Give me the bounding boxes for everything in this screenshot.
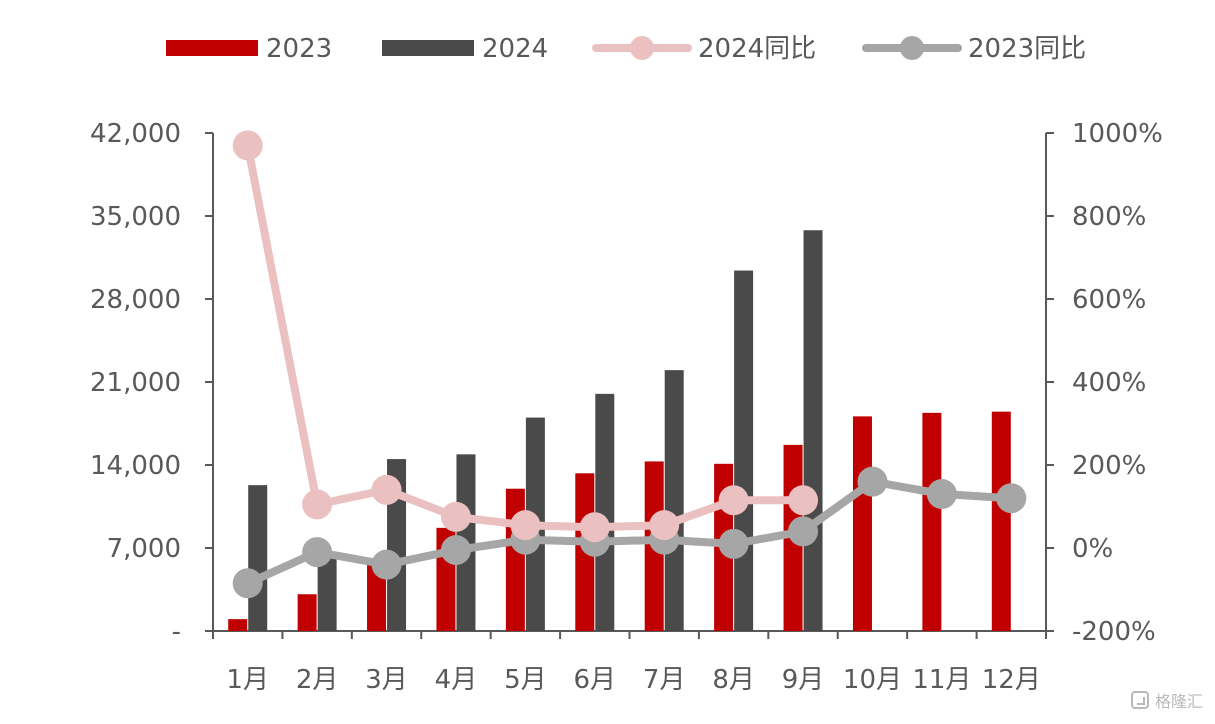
x-tick-label: 3月	[365, 665, 408, 695]
legend-label-2023同比: 2023同比	[968, 34, 1086, 64]
legend-marker-2024同比	[630, 36, 654, 60]
legend-swatch-2024	[382, 40, 474, 56]
point-2023同比-2月	[302, 537, 333, 568]
legend-swatch-2023	[166, 40, 258, 56]
point-2023同比-4月	[440, 535, 471, 566]
bar-2023-11月	[922, 412, 942, 631]
bar-2024-2月	[317, 555, 337, 631]
point-2023同比-11月	[926, 479, 957, 510]
axes: - 7,000 14,000 21,000 28,000 35,000 42,000 -200…	[90, 119, 1163, 695]
watermark: 格隆汇	[1130, 688, 1203, 712]
right-y-tick-label: 600%	[1072, 285, 1146, 315]
bar-2023-5月	[505, 488, 525, 631]
left-y-tick-label: 21,000	[90, 368, 181, 398]
bar-2023-1月	[228, 619, 248, 631]
point-2024同比-1月	[232, 130, 263, 161]
point-2023同比-9月	[788, 516, 819, 547]
bar-2023-2月	[297, 594, 317, 631]
point-2024同比-8月	[718, 485, 749, 516]
watermark-text: 格隆汇	[1154, 692, 1203, 711]
x-tick-label: 7月	[643, 665, 686, 695]
watermark-logo-icon	[1130, 691, 1149, 709]
point-2024同比-6月	[579, 512, 610, 543]
legend-label-2024同比: 2024同比	[698, 34, 816, 64]
point-2024同比-2月	[302, 489, 333, 520]
x-tick-label: 10月	[843, 665, 902, 695]
bar-2024-8月	[734, 270, 754, 631]
bar-2024-6月	[595, 393, 615, 631]
point-2023同比-12月	[996, 483, 1027, 514]
left-y-tick-label: 7,000	[107, 534, 181, 564]
point-2024同比-7月	[649, 510, 680, 541]
x-tick-label: 1月	[226, 665, 269, 695]
left-y-tick-label: 35,000	[90, 202, 181, 232]
bar-2024-9月	[803, 230, 823, 631]
x-tick-label: 4月	[435, 665, 478, 695]
point-2023同比-1月	[232, 568, 263, 599]
right-y-tick-label: 800%	[1072, 202, 1146, 232]
right-y-tick-label: 1000%	[1072, 119, 1163, 149]
bar-2024-1月	[248, 485, 268, 631]
point-2024同比-9月	[788, 485, 819, 516]
right-y-tick-label: -200%	[1072, 617, 1156, 647]
x-tick-label: 6月	[574, 665, 617, 695]
left-y-tick-label: 42,000	[90, 119, 181, 149]
right-y-tick-label: 400%	[1072, 368, 1146, 398]
x-tick-label: 2月	[296, 665, 339, 695]
point-2023同比-10月	[857, 466, 888, 497]
legend-label-2024: 2024	[482, 34, 548, 64]
bar-2023-12月	[991, 411, 1011, 631]
legend-label-2023: 2023	[266, 34, 332, 64]
bar-2024-7月	[664, 370, 684, 631]
right-y-tick-label: 0%	[1072, 534, 1113, 564]
left-y-tick-label: 28,000	[90, 285, 181, 315]
point-2024同比-3月	[371, 474, 402, 505]
left-y-tick-label: 14,000	[90, 451, 181, 481]
legend-marker-2023同比	[900, 36, 924, 60]
bars	[228, 230, 1011, 631]
left-y-tick-label: -	[172, 617, 181, 647]
legend: 2023 2024 2024同比 2023同比	[166, 34, 1086, 64]
x-tick-label: 5月	[504, 665, 547, 695]
lines	[232, 130, 1027, 599]
point-2023同比-3月	[371, 549, 402, 580]
x-tick-label: 9月	[782, 665, 825, 695]
x-tick-label: 11月	[912, 665, 971, 695]
bar-2023-3月	[367, 562, 387, 631]
right-y-tick-label: 200%	[1072, 451, 1146, 481]
point-2024同比-5月	[510, 510, 541, 541]
x-tick-label: 8月	[712, 665, 755, 695]
point-2023同比-8月	[718, 528, 749, 559]
bar-2023-10月	[852, 416, 872, 631]
x-tick-label: 12月	[982, 665, 1041, 695]
point-2024同比-4月	[440, 501, 471, 532]
